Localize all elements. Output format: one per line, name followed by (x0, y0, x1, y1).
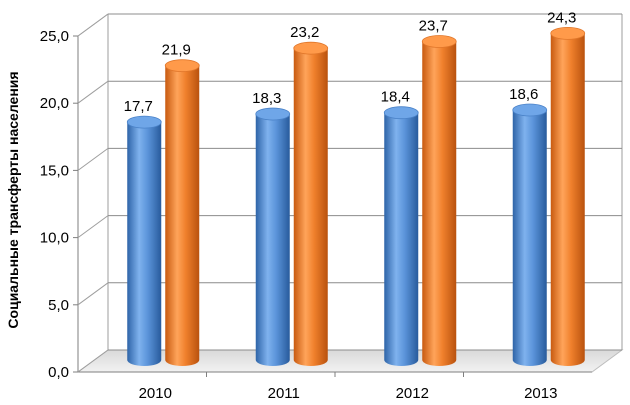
gridline-side (77, 147, 109, 171)
bar-body (512, 110, 547, 367)
bar (421, 35, 457, 367)
data-label: 23,7 (419, 17, 448, 34)
bar-top-cap (512, 103, 548, 117)
bars (126, 27, 586, 367)
data-label: 18,4 (381, 89, 410, 106)
bar-body (127, 122, 162, 366)
x-tick-label: 2013 (524, 385, 557, 402)
bar (126, 115, 162, 366)
bar-top-cap (550, 27, 586, 40)
bar-body (550, 33, 585, 367)
bar-top-cap (293, 41, 329, 55)
gridline-side (77, 80, 109, 104)
y-tick-label: 15,0 (40, 162, 69, 179)
gridline-side (77, 215, 109, 239)
bar-body (384, 112, 419, 366)
y-axis-label: Социальные трансферты населения (5, 71, 21, 328)
bar-top-cap (383, 106, 419, 120)
y-tick-label: 0,0 (48, 364, 69, 381)
bar-body (165, 65, 200, 366)
bar (383, 106, 419, 366)
data-label: 21,9 (162, 42, 191, 59)
gridline-side (77, 349, 109, 373)
bar-top-cap (255, 107, 291, 121)
y-tick-labels: 0,0 5,0 10,0 15,0 20,0 25,0 (40, 28, 69, 381)
data-label: 23,2 (290, 24, 319, 41)
bar-body (422, 41, 457, 367)
bar (293, 41, 329, 366)
data-label: 24,3 (547, 9, 576, 26)
x-tick-label: 2011 (268, 385, 300, 402)
y-tick-label: 5,0 (48, 297, 69, 314)
y-tick-label: 20,0 (40, 95, 69, 112)
x-tick-labels: 2010 2011 2012 2013 (139, 372, 557, 402)
x-tick-label: 2012 (396, 385, 429, 402)
data-label: 17,7 (124, 98, 153, 115)
bar-top-cap (164, 59, 200, 73)
bar (550, 27, 586, 367)
data-labels: 17,7 21,9 18,3 23,2 18,4 23,7 18,6 24,3 (124, 9, 577, 115)
bar-body (293, 48, 328, 366)
gridline-side (77, 13, 109, 37)
y-tick-label: 10,0 (40, 230, 69, 247)
bar (512, 103, 548, 367)
data-label: 18,6 (509, 86, 538, 103)
bar (164, 59, 200, 366)
bar-top-cap (126, 115, 162, 129)
bar (255, 107, 291, 366)
y-tick-label: 25,0 (40, 28, 69, 45)
data-label: 18,3 (252, 90, 281, 107)
x-tick-label: 2010 (139, 385, 172, 402)
bar-top-cap (421, 35, 457, 48)
gridline-side (77, 282, 109, 306)
bar-body (255, 114, 290, 366)
